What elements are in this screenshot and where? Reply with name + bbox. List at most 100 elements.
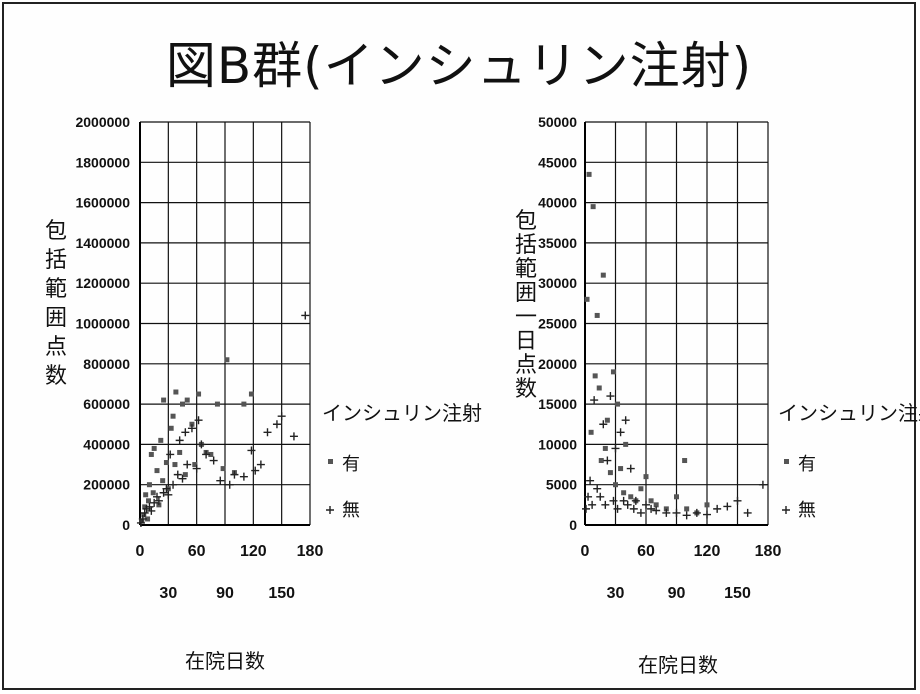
chart1-ytick-label: 1200000 (75, 275, 130, 291)
chart1-point-1 (141, 512, 147, 518)
chart2-point-1 (610, 369, 616, 375)
chart1-point-2 (272, 420, 281, 429)
chart2-point-2 (636, 508, 645, 517)
chart1-point-2 (162, 484, 171, 493)
chart1-point-2 (147, 506, 156, 515)
chart2-ytick-label: 10000 (538, 436, 577, 452)
chart1-point-2 (209, 456, 218, 465)
chart1-ytick-label: 1800000 (75, 154, 130, 170)
chart1-xtick-label: 30 (159, 585, 177, 602)
chart1-point-1 (248, 391, 254, 397)
chart1-point-1 (143, 492, 149, 498)
chart1-x-axis-label: 在院日数 (185, 649, 265, 673)
chart2-y-axis-label-char: 括 (515, 233, 537, 258)
chart2-point-2 (584, 492, 593, 501)
chart2-point-2 (692, 508, 701, 517)
chart2-ytick-label: 15000 (538, 396, 577, 412)
chart2-ytick-label: 35000 (538, 235, 577, 251)
chart2-point-2 (613, 504, 622, 513)
chart1-point-2 (247, 446, 256, 455)
chart1-point-1 (182, 472, 188, 478)
chart1-point-2 (216, 476, 225, 485)
chart2-point-2 (723, 502, 732, 511)
chart1-point-2 (277, 412, 286, 421)
chart2-point-1 (586, 171, 592, 177)
chart2-ytick-label: 45000 (538, 154, 577, 170)
chart1-point-1 (208, 451, 214, 457)
chart1-point-1 (173, 389, 179, 395)
chart2-point-2 (601, 500, 610, 509)
chart2-xtick-label: 60 (637, 543, 655, 560)
chart2-point-2 (733, 496, 742, 505)
chart2-point-2 (743, 508, 752, 517)
chart2-point-1 (682, 458, 688, 464)
chart1-point-1 (184, 397, 190, 403)
chart1-point-1 (146, 498, 151, 504)
chart1-point-1 (214, 401, 220, 407)
chart1-point-1 (156, 502, 162, 508)
chart2-point-1 (607, 470, 613, 476)
chart1-ytick-label: 600000 (83, 396, 130, 412)
chart1-point-2 (187, 424, 196, 433)
chart1-point-1 (163, 460, 169, 466)
chart1-y-axis-label-char: 数 (45, 364, 67, 389)
chart2-point-2 (609, 496, 618, 505)
chart2-y-axis-label-char: 一 (515, 305, 537, 330)
chart1-xtick-label: 60 (188, 543, 206, 560)
chart2-point-1 (663, 506, 669, 512)
chart2-point-1 (590, 204, 596, 210)
chart1-point-1 (180, 401, 185, 407)
chart2-point-1 (615, 401, 621, 407)
chart1-xtick-label: 120 (240, 543, 267, 560)
chart2-point-1 (602, 445, 608, 451)
chart2-point-2 (606, 392, 615, 401)
chart1-point-1 (142, 504, 148, 510)
chart1-point-2 (183, 460, 192, 469)
chart1-point-1 (160, 478, 166, 484)
chart1-point-2 (225, 480, 234, 489)
chart1-xtick-label: 0 (136, 543, 145, 560)
chart1-point-2 (140, 508, 149, 517)
chart1-point-2 (301, 311, 310, 320)
chart1-xtick-label: 90 (216, 585, 234, 602)
chart1-point-2 (164, 490, 173, 499)
chart2-xtick-label: 120 (694, 543, 721, 560)
chart2-xtick-label: 180 (755, 543, 782, 560)
chart1-point-1 (154, 468, 160, 474)
chart2-point-1 (638, 486, 644, 492)
chart1-legend-marker-1 (328, 459, 333, 464)
chart2-point-2 (647, 504, 656, 513)
chart2-point-1 (674, 494, 679, 500)
chart2-point-1 (604, 417, 610, 423)
chart2-y-axis-label-char: 数 (515, 377, 537, 402)
chart2-xtick-label: 30 (607, 585, 625, 602)
chart2-y-axis-label-char: 包 (515, 209, 537, 234)
chart1-point-1 (161, 397, 167, 403)
chart2-point-1 (584, 296, 590, 302)
chart2-y-axis-label-char: 日 (515, 329, 537, 354)
chart2-point-2 (590, 396, 599, 405)
chart1-point-2 (256, 460, 265, 469)
chart2-ytick-label: 50000 (538, 114, 577, 130)
chart1-point-2 (289, 432, 298, 441)
chart2-point-2 (662, 508, 671, 517)
chart2-point-1 (588, 429, 594, 435)
chart2-point-1 (596, 385, 602, 391)
chart2-point-1 (621, 490, 627, 496)
chart2-point-1 (623, 441, 629, 447)
chart2-legend-label-2: 無 (798, 500, 816, 521)
chart2-y-axis-label-char: 範 (515, 257, 537, 282)
chart1-ytick-label: 800000 (83, 356, 130, 372)
chart1-legend-marker-2 (326, 506, 334, 514)
chart1-point-1 (172, 462, 178, 468)
chart1-y-axis-label-char: 包 (45, 219, 67, 244)
chart2-point-1 (628, 494, 634, 500)
chart1-point-1 (189, 421, 195, 427)
chart2-point-2 (582, 504, 591, 513)
chart1-ytick-label: 1000000 (75, 316, 130, 332)
chart1-legend-title: インシュリン注射 (322, 401, 482, 425)
chart1-y-axis-label-char: 囲 (45, 306, 67, 331)
chart2-ytick-label: 0 (569, 517, 577, 533)
chart2-ytick-label: 30000 (538, 275, 577, 291)
